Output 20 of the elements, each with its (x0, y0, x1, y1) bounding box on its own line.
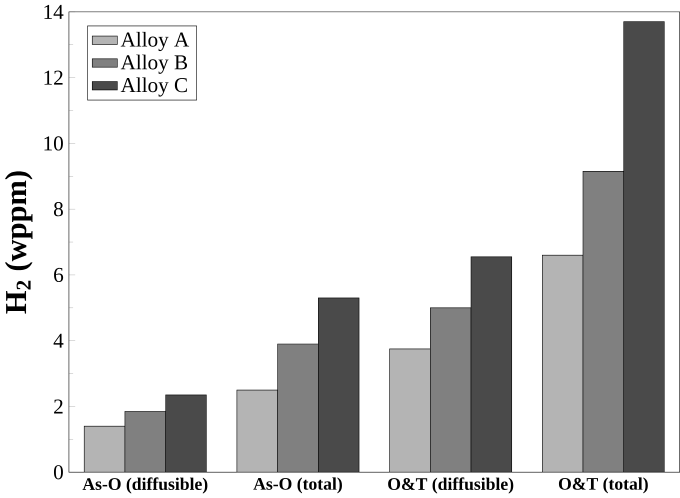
y-tick-label: 2 (54, 399, 63, 414)
y-axis-title: H$_{2}$ (wppm) (4, 171, 33, 314)
bar (389, 348, 431, 472)
y-tick-label: 4 (54, 334, 64, 348)
y-tick-label: 14 (44, 4, 64, 19)
y-tick-label: 10 (44, 136, 63, 150)
x-tick-label: O&T (diffusible) (388, 477, 514, 494)
legend-label: Alloy B (120, 54, 188, 74)
legend-label: Alloy A (120, 32, 190, 51)
y-tick-label: 8 (54, 202, 63, 216)
x-tick-label: As-O (diffusible) (82, 477, 208, 494)
bar (236, 389, 278, 472)
y-tick-label: 12 (44, 70, 63, 84)
bar (542, 254, 584, 472)
legend-label: Alloy C (120, 77, 187, 96)
x-tick-label: O&T (total) (558, 477, 648, 494)
y-tick-label: 0 (54, 464, 63, 480)
y-tick-label: 6 (54, 268, 64, 282)
bar (84, 426, 126, 472)
x-tick-label: As-O (total) (253, 477, 342, 494)
